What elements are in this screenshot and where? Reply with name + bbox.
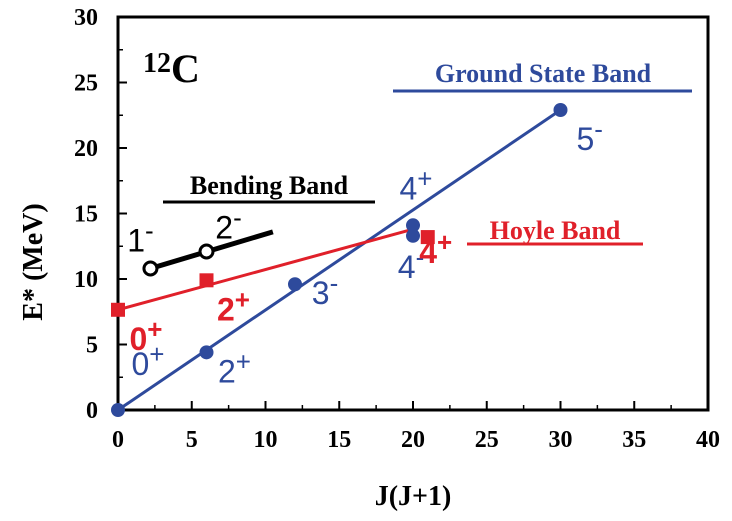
spin-value: 4 [398,249,416,285]
hoyle-band-fit-line [117,227,414,312]
parity-sign: - [416,242,425,272]
ground-state-band-point [199,345,214,360]
parity-sign: - [594,114,603,144]
bending-band-name: Bending Band [190,171,349,200]
ground-state-band-state-label: 2+ [218,346,251,389]
parity-sign: + [437,227,452,257]
y-tick-label: 0 [86,398,98,424]
y-tick-label: 20 [74,136,98,162]
nucleus-label: 12C [143,46,200,91]
ground-state-band-point [288,277,302,292]
spin-value: 2 [217,291,235,327]
x-tick-label: 0 [112,427,124,453]
x-tick-label: 30 [549,427,573,453]
y-tick-label: 5 [86,333,98,359]
ground-state-band-point [406,218,420,233]
y-axis-title: E* (MeV) [18,203,49,320]
ground-state-band-point [111,403,125,417]
ground-state-band-name: Ground State Band [435,59,652,88]
mass-number: 12 [143,48,171,79]
x-tick-label: 5 [186,427,198,453]
x-axis-title: J(J+1) [375,481,452,512]
x-tick-label: 35 [622,427,646,453]
parity-sign: + [417,163,432,193]
ground-state-band-state-label: 5- [577,114,603,157]
ground-state-band-point [406,228,420,243]
spin-value: 2 [218,353,236,389]
ground-state-band-state-label: 0+ [132,339,165,382]
x-tick-label: 20 [401,427,425,453]
spin-value: 4 [400,170,418,206]
y-tick-label: 30 [74,5,98,31]
y-tick-label: 15 [74,202,98,228]
hoyle-band-state-label: 4+ [419,227,452,270]
bending-band-point [142,260,159,277]
hoyle-band-name: Hoyle Band [490,216,621,245]
bending-band-state-label: 2- [215,202,241,245]
x-tick-label: 40 [696,427,720,453]
x-tick-label: 25 [475,427,499,453]
parity-sign: + [235,284,250,314]
parity-sign: + [236,346,251,376]
hoyle-band-state-label: 0+ [130,314,163,357]
parity-sign: - [330,268,339,298]
spin-value: 5 [577,121,595,157]
spin-value: 0 [130,321,148,357]
y-tick-label: 10 [74,267,98,293]
hoyle-band-point [420,230,435,245]
band-names: Ground State Band Hoyle Band Bending Band [163,59,692,246]
ground-state-band-state-label: 3- [312,268,338,311]
x-tick-label: 10 [254,427,278,453]
ground-state-band-fit-line [117,108,562,412]
element-symbol: C [171,46,200,91]
ground-state-band-state-label: 4+ [400,163,433,206]
spin-value: 2 [215,209,233,245]
data-markers [111,103,568,417]
y-tick-label: 25 [74,71,98,97]
fit-lines [117,108,562,412]
parity-sign: - [145,216,154,246]
x-tick-label: 15 [327,427,351,453]
ground-state-band-point [553,103,568,118]
parity-sign: + [149,339,164,369]
hoyle-band-point [111,302,125,317]
spin-value: 3 [312,275,330,311]
hoyle-band-state-label: 2+ [217,284,250,327]
ground-state-band-state-label: 4- [398,242,424,285]
spin-value: 1 [127,223,145,259]
parity-sign: + [147,314,162,344]
spin-value: 0 [132,346,150,382]
bending-band-state-label: 1- [127,216,153,259]
bending-band-point [198,243,215,260]
hoyle-band-point [199,273,214,288]
spin-value: 4 [419,234,437,270]
state-labels: 0+ 2+3-4+4-5-0+2+4+1- 2- [127,114,603,389]
parity-sign: - [233,202,242,232]
